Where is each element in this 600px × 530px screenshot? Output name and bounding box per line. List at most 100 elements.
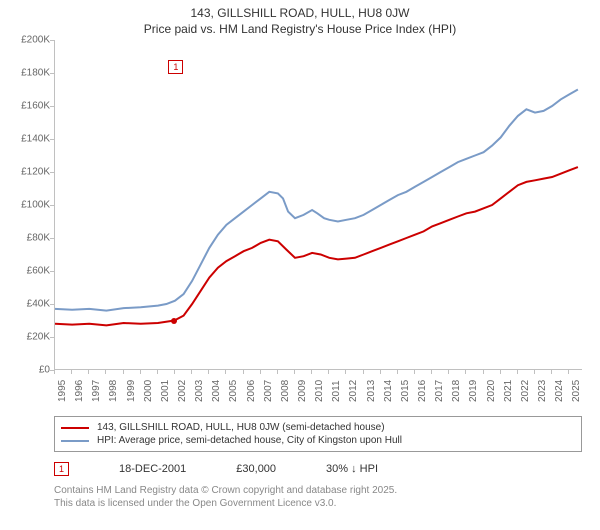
y-tick-label: £60K <box>10 266 50 277</box>
x-tick-label: 2006 <box>246 372 257 402</box>
legend-item: 143, GILLSHILL ROAD, HULL, HU8 0JW (semi… <box>61 421 575 434</box>
x-tick-mark <box>157 370 158 374</box>
x-tick-label: 1996 <box>74 372 85 402</box>
x-tick-mark <box>568 370 569 374</box>
y-tick-label: £100K <box>10 200 50 211</box>
x-tick-label: 2023 <box>537 372 548 402</box>
chart-container: 143, GILLSHILL ROAD, HULL, HU8 0JW Price… <box>0 0 600 530</box>
x-tick-label: 2013 <box>366 372 377 402</box>
x-tick-mark <box>551 370 552 374</box>
x-tick-mark <box>260 370 261 374</box>
y-tick-label: £160K <box>10 101 50 112</box>
y-tick-label: £40K <box>10 299 50 310</box>
x-tick-label: 2003 <box>194 372 205 402</box>
x-tick-mark <box>54 370 55 374</box>
chart-svg <box>55 40 582 369</box>
x-tick-mark <box>414 370 415 374</box>
y-tick-label: £0 <box>10 365 50 376</box>
x-tick-label: 2019 <box>468 372 479 402</box>
legend-swatch <box>61 427 89 429</box>
chart-title-line1: 143, GILLSHILL ROAD, HULL, HU8 0JW <box>0 0 600 20</box>
chart-area: 1 £0 £20K £40K £60K £80K £100K £120K £140K £160K… <box>8 40 592 410</box>
transaction-pct: 30% ↓ HPI <box>326 463 378 475</box>
x-tick-mark <box>174 370 175 374</box>
x-tick-label: 2009 <box>297 372 308 402</box>
x-tick-label: 2004 <box>211 372 222 402</box>
x-tick-label: 2024 <box>554 372 565 402</box>
x-tick-mark <box>140 370 141 374</box>
plot-area: 1 <box>54 40 582 370</box>
chart-title-line2: Price paid vs. HM Land Registry's House … <box>0 20 600 36</box>
transaction-price: £30,000 <box>236 463 276 475</box>
x-tick-label: 2022 <box>520 372 531 402</box>
footer-text: Contains HM Land Registry data © Crown c… <box>54 484 397 510</box>
x-tick-label: 1995 <box>57 372 68 402</box>
y-tick-mark <box>50 205 54 206</box>
footer-line1: Contains HM Land Registry data © Crown c… <box>54 484 397 497</box>
y-tick-label: £140K <box>10 134 50 145</box>
x-tick-label: 2021 <box>503 372 514 402</box>
x-tick-mark <box>363 370 364 374</box>
x-tick-label: 1998 <box>108 372 119 402</box>
y-tick-mark <box>50 271 54 272</box>
legend-label: HPI: Average price, semi-detached house,… <box>97 435 402 446</box>
x-tick-label: 2012 <box>348 372 359 402</box>
y-tick-mark <box>50 172 54 173</box>
x-tick-mark <box>105 370 106 374</box>
x-tick-label: 2017 <box>434 372 445 402</box>
x-tick-mark <box>345 370 346 374</box>
x-tick-label: 2010 <box>314 372 325 402</box>
x-tick-label: 2025 <box>571 372 582 402</box>
y-tick-mark <box>50 73 54 74</box>
legend-item: HPI: Average price, semi-detached house,… <box>61 434 575 447</box>
x-tick-mark <box>311 370 312 374</box>
x-tick-mark <box>88 370 89 374</box>
legend-box: 143, GILLSHILL ROAD, HULL, HU8 0JW (semi… <box>54 416 582 452</box>
x-tick-mark <box>534 370 535 374</box>
y-tick-mark <box>50 106 54 107</box>
x-tick-label: 2002 <box>177 372 188 402</box>
x-tick-mark <box>191 370 192 374</box>
x-tick-label: 2007 <box>263 372 274 402</box>
x-tick-label: 2014 <box>383 372 394 402</box>
y-tick-mark <box>50 238 54 239</box>
x-tick-label: 2011 <box>331 372 342 402</box>
annotation-label: 1 <box>168 60 183 74</box>
y-tick-label: £20K <box>10 332 50 343</box>
x-tick-label: 2000 <box>143 372 154 402</box>
y-tick-label: £180K <box>10 68 50 79</box>
x-tick-label: 1999 <box>126 372 137 402</box>
x-tick-mark <box>397 370 398 374</box>
x-tick-mark <box>243 370 244 374</box>
x-tick-label: 2015 <box>400 372 411 402</box>
y-tick-mark <box>50 337 54 338</box>
x-tick-mark <box>483 370 484 374</box>
marker-point <box>171 318 177 324</box>
x-tick-mark <box>208 370 209 374</box>
x-tick-label: 2020 <box>486 372 497 402</box>
x-tick-mark <box>71 370 72 374</box>
footer-line2: This data is licensed under the Open Gov… <box>54 497 397 510</box>
x-tick-label: 2016 <box>417 372 428 402</box>
y-tick-label: £80K <box>10 233 50 244</box>
x-tick-mark <box>448 370 449 374</box>
x-tick-label: 2008 <box>280 372 291 402</box>
x-tick-mark <box>277 370 278 374</box>
x-tick-mark <box>123 370 124 374</box>
transaction-row: 1 18-DEC-2001 £30,000 30% ↓ HPI <box>54 462 582 476</box>
y-tick-mark <box>50 139 54 140</box>
x-tick-mark <box>431 370 432 374</box>
y-tick-label: £200K <box>10 35 50 46</box>
transaction-date: 18-DEC-2001 <box>119 463 186 475</box>
legend-label: 143, GILLSHILL ROAD, HULL, HU8 0JW (semi… <box>97 422 385 433</box>
legend-swatch <box>61 440 89 442</box>
x-tick-mark <box>517 370 518 374</box>
x-tick-label: 2001 <box>160 372 171 402</box>
transaction-marker: 1 <box>54 462 69 476</box>
series-property <box>55 167 578 325</box>
x-tick-label: 1997 <box>91 372 102 402</box>
x-tick-mark <box>500 370 501 374</box>
x-tick-mark <box>225 370 226 374</box>
x-tick-label: 2005 <box>228 372 239 402</box>
y-tick-label: £120K <box>10 167 50 178</box>
